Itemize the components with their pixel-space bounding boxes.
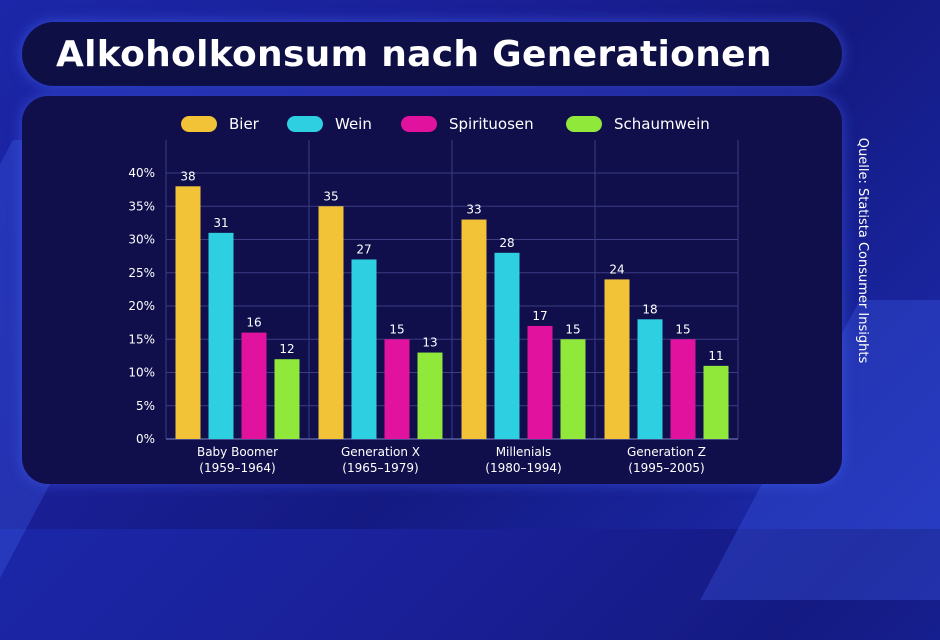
source-note: Quelle: Statista Consumer Insights — [855, 137, 871, 363]
data-label: 35 — [323, 189, 338, 203]
legend-label: Bier — [229, 115, 260, 133]
legend-swatch — [181, 116, 217, 132]
y-tick-label: 35% — [128, 199, 155, 213]
data-label: 15 — [675, 322, 690, 336]
data-label: 38 — [180, 169, 195, 183]
bar — [494, 252, 520, 439]
legend-swatch — [566, 116, 602, 132]
bar — [461, 219, 487, 439]
data-label: 18 — [642, 302, 657, 316]
data-label: 27 — [356, 242, 371, 256]
x-category-sublabel: (1995–2005) — [628, 461, 704, 475]
x-category-label: Generation X — [341, 445, 420, 459]
x-category-sublabel: (1980–1994) — [485, 461, 561, 475]
data-label: 31 — [213, 216, 228, 230]
bar — [604, 279, 630, 439]
data-label: 17 — [532, 309, 547, 323]
x-category-sublabel: (1959–1964) — [199, 461, 275, 475]
x-category-sublabel: (1965–1979) — [342, 461, 418, 475]
legend-swatch — [401, 116, 437, 132]
bar — [384, 339, 410, 439]
y-tick-label: 5% — [136, 399, 155, 413]
legend-label: Wein — [335, 115, 372, 133]
y-tick-label: 40% — [128, 166, 155, 180]
data-label: 28 — [499, 236, 514, 250]
y-tick-label: 10% — [128, 366, 155, 380]
bar — [208, 232, 234, 439]
data-label: 12 — [279, 342, 294, 356]
x-category-label: Baby Boomer — [197, 445, 278, 459]
data-label: 15 — [565, 322, 580, 336]
legend-label: Schaumwein — [614, 115, 710, 133]
title-bar: Alkoholkonsum nach Generationen — [22, 22, 842, 86]
legend-label: Spirituosen — [449, 115, 534, 133]
bar — [241, 332, 267, 439]
bar — [318, 206, 344, 439]
bar — [351, 259, 377, 439]
y-tick-label: 25% — [128, 266, 155, 280]
data-label: 15 — [389, 322, 404, 336]
bar — [274, 359, 300, 439]
legend-swatch — [287, 116, 323, 132]
data-label: 16 — [246, 316, 261, 330]
y-tick-label: 0% — [136, 432, 155, 446]
y-tick-label: 15% — [128, 332, 155, 346]
bar — [527, 325, 553, 439]
source-note-container: Quelle: Statista Consumer Insights — [855, 130, 871, 370]
data-label: 33 — [466, 203, 481, 217]
bar — [670, 339, 696, 439]
bar-chart: 0% 5% 10% 15% 20% 25% 30% 35% 40% 38 31 16 12 Baby Bo… — [128, 115, 739, 475]
data-label: 11 — [708, 349, 723, 363]
data-label: 13 — [422, 336, 437, 350]
bar — [175, 186, 201, 439]
bar — [637, 319, 663, 439]
y-tick-label: 30% — [128, 233, 155, 247]
x-category-label: Millenials — [496, 445, 552, 459]
bar — [560, 339, 586, 439]
x-category-label: Generation Z — [627, 445, 706, 459]
page-title: Alkoholkonsum nach Generationen — [56, 33, 772, 75]
y-tick-label: 20% — [128, 299, 155, 313]
data-label: 24 — [609, 262, 624, 276]
bar — [703, 365, 729, 439]
bar — [417, 352, 443, 439]
